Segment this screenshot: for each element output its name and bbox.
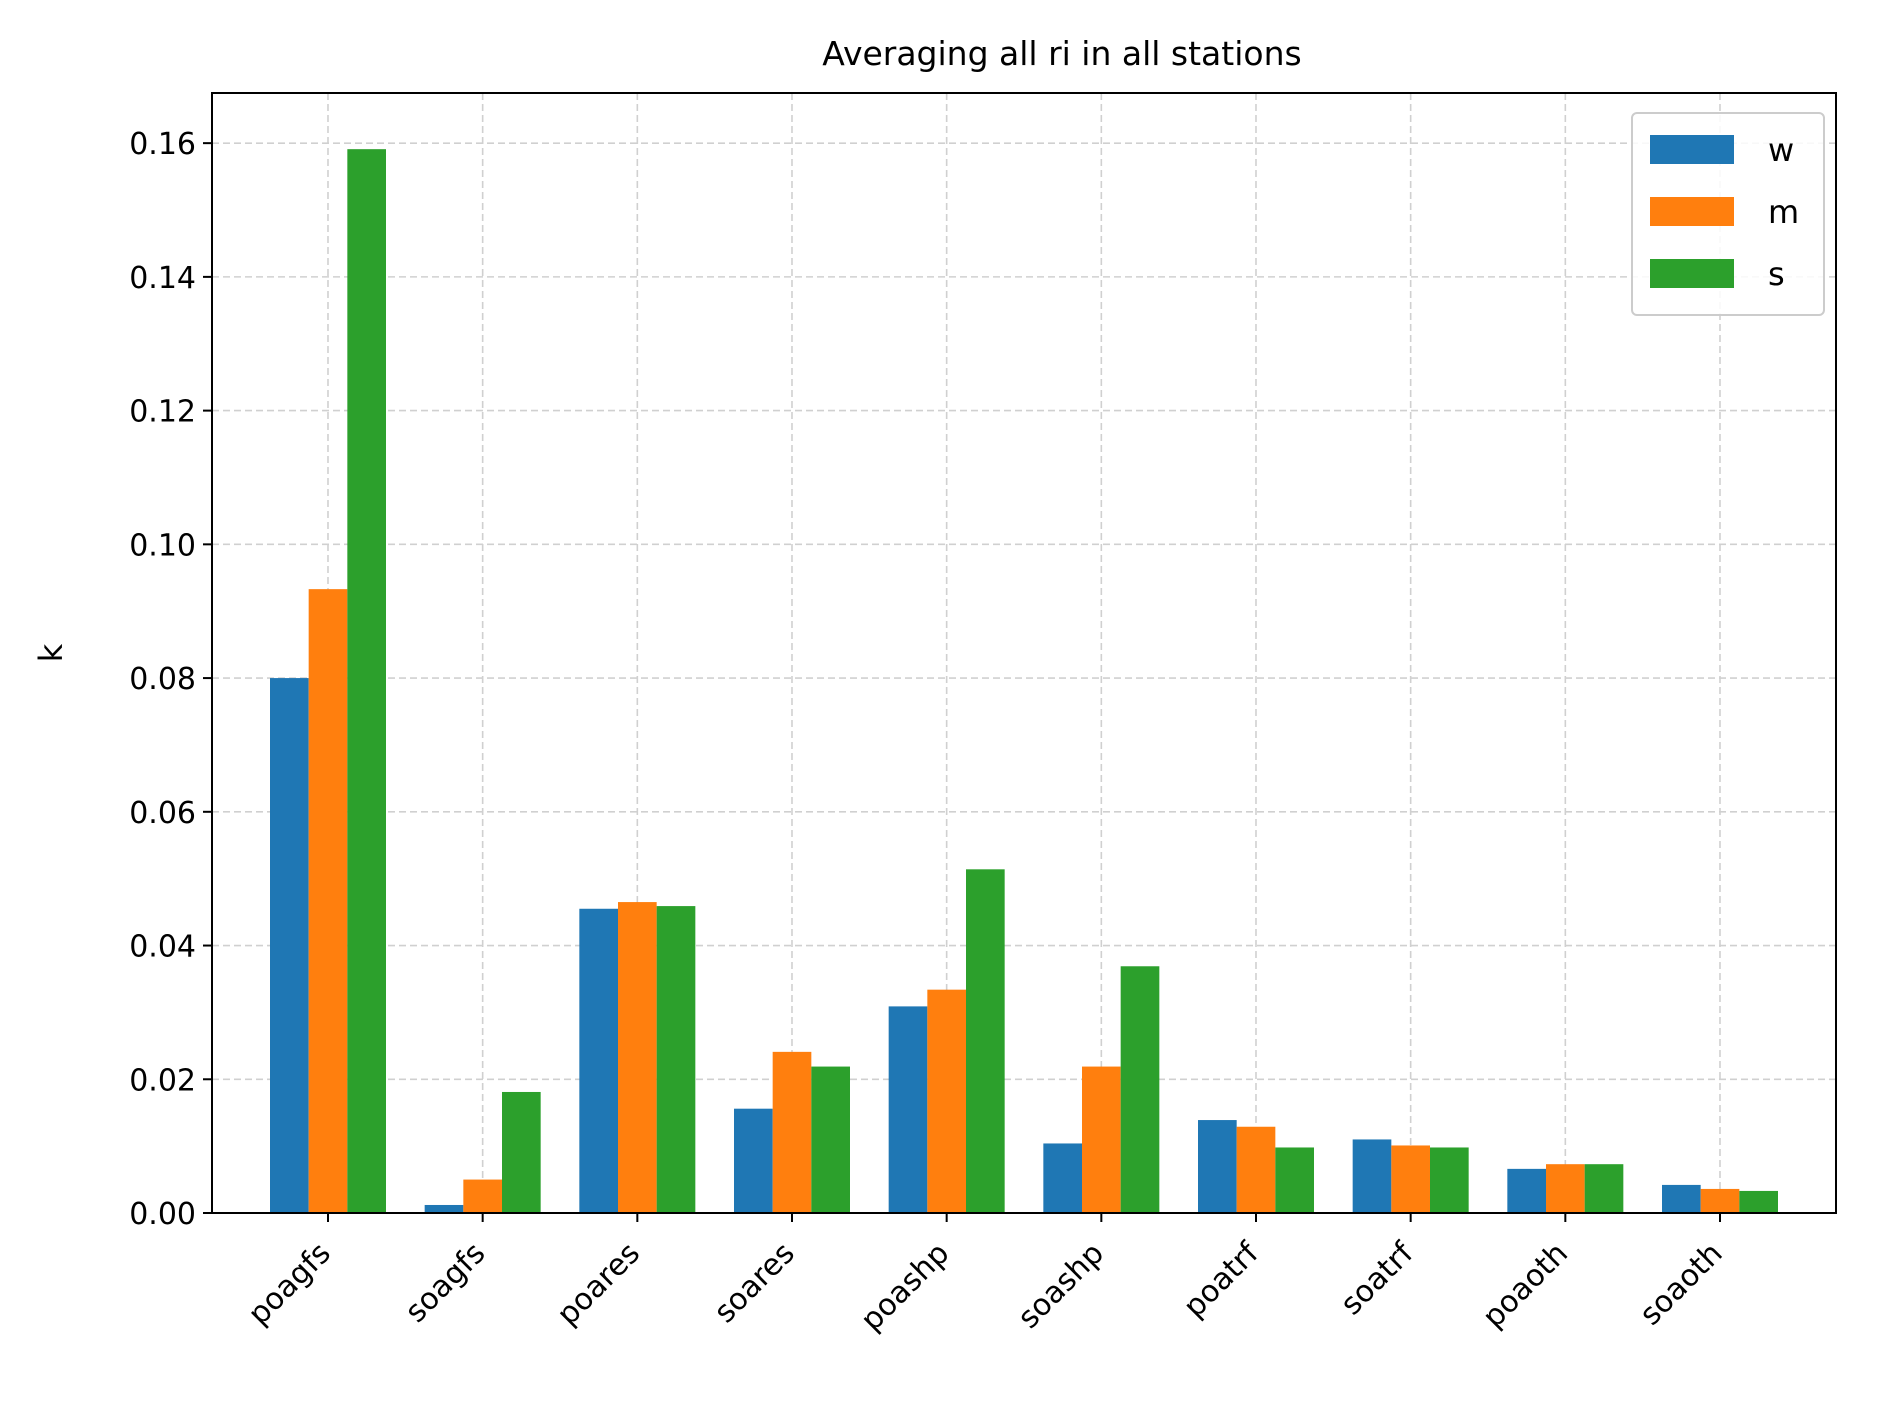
- x-tick-label: soashp: [1011, 1236, 1111, 1336]
- bars-group: [270, 149, 1778, 1214]
- x-tick-label: soagfs: [399, 1236, 493, 1330]
- y-tick-label: 0.14: [129, 261, 196, 296]
- y-axis: 0.00 0.02 0.04 0.06 0.08 0.10 0.12 0.14 0.16: [129, 127, 212, 1232]
- x-tick-label: soares: [708, 1236, 802, 1330]
- bar-m-poagfs: [308, 589, 348, 1213]
- bar-s-poaoth: [1584, 1164, 1624, 1213]
- y-tick-label: 0.08: [129, 662, 196, 697]
- legend-swatch-w: [1650, 135, 1734, 164]
- legend: wms: [1631, 112, 1825, 316]
- x-tick-label: poaoth: [1476, 1236, 1575, 1335]
- x-tick-label: poagfs: [241, 1236, 337, 1332]
- x-tick-label: poashp: [854, 1236, 956, 1338]
- bar-s-soagfs: [502, 1091, 541, 1213]
- bar-w-poagfs: [270, 678, 309, 1213]
- x-tick-label: poares: [550, 1236, 647, 1333]
- y-tick-label: 0.00: [129, 1197, 196, 1232]
- bar-w-poashp: [888, 1006, 928, 1213]
- bar-s-soaoth: [1739, 1190, 1778, 1213]
- bar-m-soashp: [1082, 1066, 1121, 1213]
- plot-frame: [211, 92, 1837, 1214]
- bar-m-soaoth: [1700, 1188, 1740, 1213]
- y-tick-label: 0.16: [129, 127, 196, 162]
- bar-w-poaoth: [1507, 1168, 1546, 1213]
- bar-s-soashp: [1120, 966, 1160, 1213]
- bar-s-soares: [811, 1066, 850, 1213]
- bar-m-poares: [618, 902, 657, 1213]
- bar-w-soatrf: [1352, 1139, 1392, 1213]
- bar-w-poatrf: [1198, 1120, 1237, 1213]
- x-tick-label: soaoth: [1633, 1236, 1730, 1333]
- bar-w-soaoth: [1662, 1184, 1701, 1213]
- x-tick-label: poatrf: [1177, 1235, 1267, 1325]
- bar-m-soagfs: [463, 1179, 502, 1213]
- x-tick-label: soatrf: [1334, 1235, 1421, 1322]
- y-tick-label: 0.02: [129, 1063, 196, 1098]
- bar-w-soagfs: [424, 1204, 464, 1213]
- legend-label-w: w: [1768, 131, 1794, 169]
- bar-w-soashp: [1043, 1143, 1082, 1213]
- bar-s-soatrf: [1430, 1147, 1469, 1213]
- legend-label-s: s: [1768, 255, 1785, 293]
- legend-swatch-s: [1650, 259, 1734, 288]
- chart-title: Averaging all ri in all stations: [822, 34, 1301, 73]
- y-tick-label: 0.12: [129, 395, 196, 430]
- bar-m-poatrf: [1236, 1126, 1276, 1213]
- bar-m-poashp: [927, 989, 966, 1213]
- bar-w-poares: [579, 908, 618, 1213]
- bar-s-poatrf: [1275, 1147, 1314, 1213]
- bar-w-soares: [734, 1108, 773, 1213]
- legend-label-m: m: [1768, 193, 1799, 231]
- x-axis: poagfs soagfs poares soares poashp soashp poat…: [241, 1213, 1730, 1338]
- y-tick-label: 0.10: [129, 528, 196, 563]
- bar-s-poagfs: [347, 149, 386, 1214]
- bar-s-poashp: [966, 869, 1005, 1213]
- bar-m-soatrf: [1391, 1145, 1430, 1213]
- legend-swatch-m: [1650, 197, 1734, 226]
- bar-m-soares: [772, 1051, 812, 1213]
- bar-s-poares: [656, 906, 696, 1213]
- grid-lines: [212, 93, 1836, 1214]
- y-axis-label: k: [32, 643, 70, 662]
- bar-m-poaoth: [1546, 1164, 1585, 1213]
- y-tick-label: 0.06: [129, 796, 196, 831]
- y-tick-label: 0.04: [129, 930, 196, 965]
